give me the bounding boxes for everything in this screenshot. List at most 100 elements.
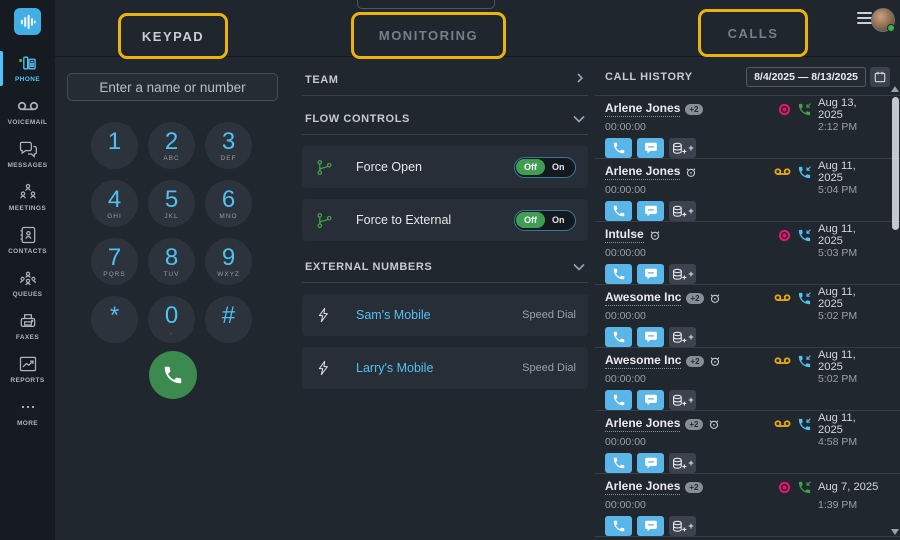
flow-branch-icon	[316, 212, 342, 229]
active-indicator	[0, 51, 3, 86]
key-5[interactable]: 5 JKL	[148, 180, 195, 227]
calendar-icon[interactable]	[870, 67, 890, 87]
external-number-name[interactable]: Larry's Mobile	[356, 361, 434, 375]
sidebar-item-queues[interactable]: QUEUES	[0, 262, 55, 305]
scroll-up-arrow[interactable]	[891, 86, 899, 92]
sidebar-item-phone[interactable]: PHONE	[0, 47, 55, 90]
add-to-crm-button[interactable]: +	[669, 138, 696, 158]
sidebar-item-faxes[interactable]: FAXES	[0, 305, 55, 348]
add-to-crm-button[interactable]: +	[669, 390, 696, 410]
call-button[interactable]	[149, 351, 197, 399]
key-6[interactable]: 6 MNO	[205, 180, 252, 227]
key-3[interactable]: 3 DEF	[205, 122, 252, 169]
database-plus-icon	[671, 520, 687, 533]
chevron-right-icon	[575, 71, 585, 89]
call-time: 4:58 PM	[818, 436, 858, 448]
user-avatar[interactable]	[871, 8, 895, 32]
key-1[interactable]: 1	[91, 122, 138, 169]
tab-monitoring[interactable]: MONITORING	[351, 12, 506, 59]
call-incoming-blue-icon	[797, 165, 812, 180]
sidebar-item-contacts[interactable]: CONTACTS	[0, 219, 55, 262]
key-8[interactable]: 8 TUV	[148, 238, 195, 285]
tab-keypad[interactable]: KEYPAD	[118, 13, 228, 59]
phone-action-icon	[612, 141, 626, 155]
add-to-crm-button[interactable]: +	[669, 201, 696, 221]
call-history-entry: Arlene Jones +2 Aug 13, 2025 00:00:00 2:12 P…	[595, 96, 900, 159]
add-to-crm-button[interactable]: +	[669, 516, 696, 536]
force-open-toggle[interactable]: Off On	[514, 156, 576, 178]
key-letters: ABC	[163, 154, 180, 162]
dial-input[interactable]	[67, 73, 278, 101]
section-team[interactable]: TEAM	[302, 69, 588, 91]
call-back-button[interactable]	[605, 138, 632, 158]
record-icon	[778, 229, 791, 242]
key-7[interactable]: 7 PQRS	[91, 238, 138, 285]
section-external-numbers[interactable]: EXTERNAL NUMBERS	[302, 256, 588, 278]
message-button[interactable]	[637, 516, 664, 536]
sidebar-item-messages[interactable]: MESSAGES	[0, 133, 55, 176]
phone-action-icon	[612, 204, 626, 218]
call-back-button[interactable]	[605, 264, 632, 284]
add-to-crm-button[interactable]: +	[669, 264, 696, 284]
scrollbar-thumb[interactable]	[892, 97, 899, 230]
key-9[interactable]: 9 WXYZ	[205, 238, 252, 285]
sidebar-item-label: PHONE	[14, 76, 41, 83]
force-to-external-toggle[interactable]: Off On	[514, 209, 576, 231]
message-button[interactable]	[637, 201, 664, 221]
sidebar-item-more[interactable]: MORE	[0, 391, 55, 434]
menu-icon[interactable]	[857, 12, 872, 24]
call-back-button[interactable]	[605, 516, 632, 536]
sidebar: PHONE VOICEMAIL MESSAGES MEETINGS CONTACTS QU…	[0, 0, 55, 540]
caller-name[interactable]: Arlene Jones	[605, 479, 681, 495]
key-2[interactable]: 2 ABC	[148, 122, 195, 169]
caller-name[interactable]: Arlene Jones	[605, 101, 681, 117]
call-incoming-green-icon	[797, 480, 812, 495]
message-button[interactable]	[637, 390, 664, 410]
call-history-header: CALL HISTORY 8/4/2025 — 8/13/2025	[595, 57, 900, 96]
key-4[interactable]: 4 GHI	[91, 180, 138, 227]
sidebar-item-voicemail[interactable]: VOICEMAIL	[0, 90, 55, 133]
voicemail-icon	[774, 166, 791, 178]
chat-action-icon	[644, 393, 658, 407]
call-time: 2:12 PM	[818, 121, 858, 133]
external-number-card: Larry's Mobile Speed Dial	[302, 347, 588, 389]
collapsed-select[interactable]	[357, 0, 495, 9]
caller-name[interactable]: Awesome Inc	[605, 290, 682, 306]
voicemail-icon	[17, 96, 39, 116]
section-team-title: TEAM	[305, 74, 339, 86]
alarm-icon	[709, 355, 721, 367]
key-letters: .	[170, 328, 173, 336]
chat-action-icon	[644, 330, 658, 344]
sidebar-item-reports[interactable]: REPORTS	[0, 348, 55, 391]
message-button[interactable]	[637, 327, 664, 347]
date-range-filter[interactable]: 8/4/2025 — 8/13/2025	[746, 67, 866, 87]
flow-control-card: Force Open Off On	[302, 146, 588, 188]
add-to-crm-button[interactable]: +	[669, 327, 696, 347]
caller-name[interactable]: Awesome Inc	[605, 353, 682, 369]
call-back-button[interactable]	[605, 390, 632, 410]
section-flow-controls[interactable]: FLOW CONTROLS	[302, 108, 588, 130]
key-0[interactable]: 0.	[148, 296, 195, 343]
key-*[interactable]: *	[91, 296, 138, 343]
message-button[interactable]	[637, 138, 664, 158]
chevron-down-icon	[573, 258, 585, 276]
chat-action-icon	[644, 204, 658, 218]
message-button[interactable]	[637, 264, 664, 284]
caller-name[interactable]: Intulse	[605, 227, 644, 243]
add-to-crm-button[interactable]: +	[669, 453, 696, 473]
call-back-button[interactable]	[605, 453, 632, 473]
sidebar-item-meetings[interactable]: MEETINGS	[0, 176, 55, 219]
caller-name[interactable]: Arlene Jones	[605, 416, 681, 432]
flow-branch-icon	[316, 159, 342, 176]
message-button[interactable]	[637, 453, 664, 473]
call-back-button[interactable]	[605, 201, 632, 221]
app-logo-icon[interactable]	[14, 8, 41, 35]
tab-calls[interactable]: CALLS	[698, 9, 808, 57]
call-back-button[interactable]	[605, 327, 632, 347]
key-#[interactable]: #	[205, 296, 252, 343]
caller-name[interactable]: Arlene Jones	[605, 164, 681, 180]
call-duration: 00:00:00	[605, 310, 646, 322]
scroll-down-arrow[interactable]	[891, 529, 899, 535]
external-number-name[interactable]: Sam's Mobile	[356, 308, 431, 322]
